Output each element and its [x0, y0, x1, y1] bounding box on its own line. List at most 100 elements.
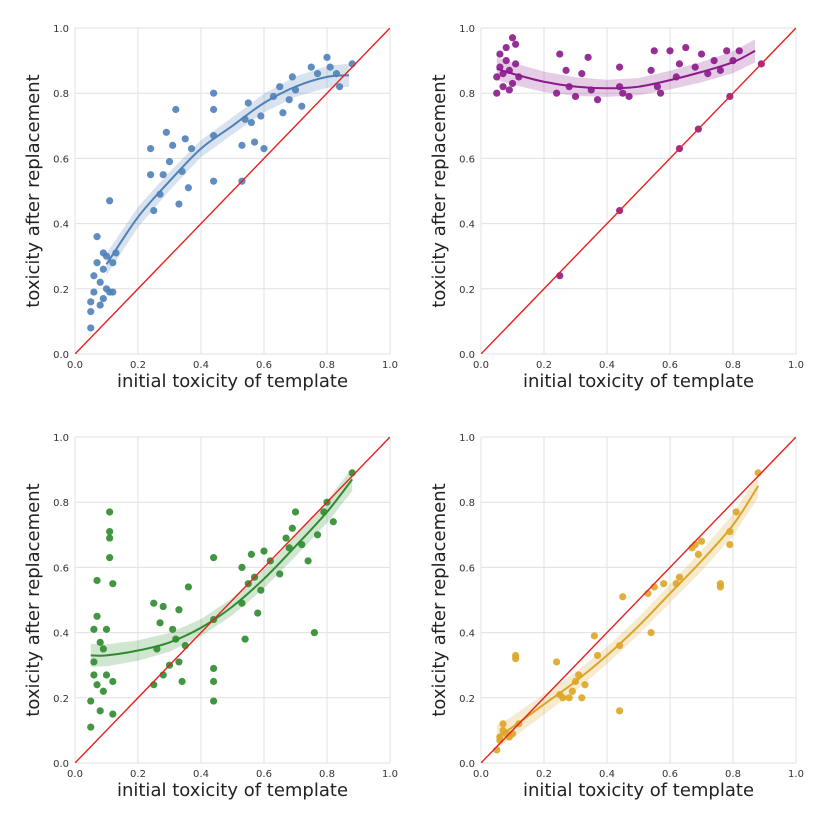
scatter-point	[298, 102, 306, 110]
scatter-point	[147, 145, 155, 153]
scatter-point	[162, 128, 170, 136]
scatter-point	[619, 593, 627, 601]
x-tick-label: 0.6	[256, 360, 272, 371]
scatter-point	[578, 70, 586, 78]
scatter-point	[276, 570, 284, 578]
scatter-point	[90, 658, 98, 666]
x-tick-label: 0.8	[319, 360, 335, 371]
scatter-point	[210, 105, 218, 114]
y-tick-label: 0.0	[459, 759, 475, 770]
scatter-point	[169, 625, 177, 633]
scatter-point	[553, 89, 561, 97]
x-tick-label: 0.8	[725, 769, 741, 780]
scatter-point	[307, 63, 315, 71]
scatter-point	[285, 96, 293, 104]
scatter-point	[505, 86, 513, 94]
scatter-point	[90, 625, 98, 633]
x-axis-label: initial toxicity of template	[523, 371, 754, 392]
scatter-point	[323, 53, 331, 61]
scatter-point	[106, 197, 114, 205]
scatter-point	[619, 89, 627, 97]
scatter-point	[109, 677, 117, 686]
scatter-point	[288, 73, 296, 81]
identity-line	[481, 28, 796, 354]
scatter-point	[562, 66, 570, 74]
x-tick-label: 0.2	[130, 360, 146, 371]
x-tick-label: 0.2	[130, 769, 146, 780]
scatter-point	[282, 534, 290, 542]
y-tick-label: 0.2	[53, 694, 69, 705]
x-tick-label: 0.8	[725, 360, 741, 371]
scatter-point	[304, 557, 312, 565]
regression-line	[496, 485, 760, 738]
y-axis-label: toxicity after replacement	[429, 74, 450, 307]
y-tick-label: 0.4	[459, 220, 475, 231]
scatter-point	[593, 651, 602, 660]
scatter-point	[260, 547, 268, 555]
scatter-point	[499, 720, 507, 728]
scatter-point	[159, 602, 167, 611]
scatter-point	[99, 645, 107, 653]
scatter-point	[565, 694, 573, 702]
scatter-point	[710, 57, 718, 65]
x-tick-label: 0.4	[193, 360, 209, 371]
x-tick-label: 0.0	[473, 360, 489, 371]
scatter-point	[238, 563, 246, 572]
scatter-point	[716, 580, 725, 588]
scatter-point	[93, 612, 101, 620]
scatter-point	[109, 259, 117, 267]
scatter-point	[656, 89, 665, 97]
scatter-point	[276, 83, 284, 91]
x-tick-label: 0.6	[662, 360, 678, 371]
scatter-point	[559, 694, 567, 702]
scatter-point	[675, 60, 684, 68]
y-axis-label: toxicity after replacement	[429, 483, 450, 716]
scatter-point	[496, 50, 504, 58]
scatter-point	[106, 554, 114, 562]
y-tick-label: 1.0	[53, 24, 69, 35]
scatter-point	[150, 206, 158, 215]
scatter-point	[96, 707, 104, 715]
scatter-point	[106, 508, 114, 516]
y-tick-label: 0.6	[53, 154, 69, 165]
y-tick-label: 0.4	[459, 629, 475, 640]
scatter-point	[102, 671, 111, 679]
y-tick-label: 0.8	[459, 498, 475, 509]
scatter-point	[716, 66, 725, 74]
confidence-band	[496, 39, 756, 97]
scatter-point	[279, 109, 287, 117]
scatter-point	[90, 288, 98, 296]
y-tick-label: 0.4	[53, 629, 69, 640]
scatter-point	[87, 298, 95, 306]
scatter-point	[512, 40, 520, 48]
scatter-point	[238, 141, 246, 149]
scatter-point	[257, 586, 265, 594]
y-tick-label: 1.0	[53, 433, 69, 444]
y-tick-label: 1.0	[459, 433, 475, 444]
scatter-point	[691, 63, 699, 71]
scatter-point	[247, 550, 255, 558]
scatter-point	[109, 288, 117, 296]
scatter-point	[329, 518, 337, 526]
panel-top-right: 0.0 0.2 0.4 0.6 0.8 1.0 0.0 0.2 0.4 0.6 0.8 1.0 init…	[429, 24, 804, 392]
y-tick-label: 0.6	[459, 563, 475, 574]
panel-bottom-right: 0.0 0.2 0.4 0.6 0.8 1.0 0.0 0.2 0.4 0.6 0.8 1.0 init…	[429, 433, 804, 801]
scatter-point	[260, 145, 268, 153]
confidence-band	[90, 467, 353, 667]
scatter-point	[675, 573, 684, 581]
scatter-point	[90, 272, 98, 280]
scatter-point	[87, 308, 95, 316]
scatter-point	[175, 658, 183, 666]
y-tick-label: 0.4	[53, 220, 69, 231]
scatter-point	[87, 324, 95, 332]
scatter-point	[647, 629, 655, 637]
scatter-point	[106, 534, 114, 542]
scatter-point	[93, 681, 101, 689]
panel-bottom-left: 0.0 0.2 0.4 0.6 0.8 1.0 0.0 0.2 0.4 0.6 0.8 1.0 init…	[23, 433, 398, 801]
scatter-point	[178, 677, 186, 686]
scatter-point	[96, 638, 104, 646]
scatter-point	[666, 47, 674, 55]
scatter-point	[96, 301, 104, 309]
scatter-point	[556, 50, 564, 58]
